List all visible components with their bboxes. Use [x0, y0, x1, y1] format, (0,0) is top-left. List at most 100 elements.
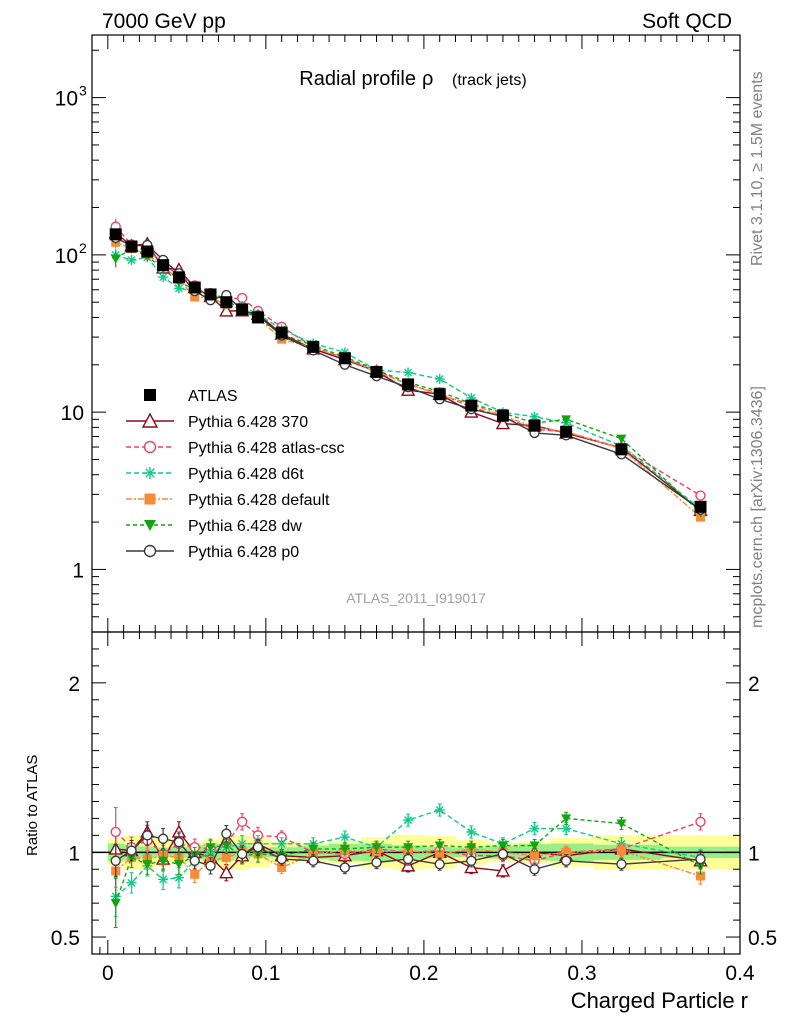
- ratio-point: [110, 855, 121, 866]
- legend-entry: Pythia 6.428 370: [126, 412, 308, 431]
- ratio-ylabel: Ratio to ATLAS: [24, 755, 41, 856]
- ratio-point: [236, 816, 248, 828]
- data-point: [561, 415, 572, 425]
- marker-stroke: [562, 824, 571, 833]
- atlas-point: [338, 352, 351, 365]
- marker-stroke: [530, 824, 539, 833]
- y-tick-label: 10: [55, 245, 78, 268]
- ratio-point: [308, 855, 319, 866]
- legend-label: Pythia 6.428 dw: [188, 518, 302, 535]
- ratio-y-tick-label: 1: [748, 842, 760, 865]
- legend-marker: [143, 440, 157, 454]
- ratio-line: [115, 820, 701, 862]
- atlas-point: [172, 271, 185, 284]
- ratio-y-tick-label: 2: [68, 673, 80, 696]
- marker-stroke: [127, 878, 136, 887]
- legend: ATLAS Pythia 6.428 370 Pythia 6.428 atlas-…: [126, 388, 345, 561]
- legend-marker: [144, 389, 156, 401]
- ratio-point: [495, 863, 511, 877]
- atlas-data: [109, 228, 707, 513]
- ratio-point: [190, 869, 200, 879]
- y-tick-exponent: 3: [79, 83, 87, 99]
- x-tick-label: 0.4: [725, 962, 755, 985]
- data-point: [695, 490, 706, 501]
- ratio-point: [308, 844, 319, 854]
- side-source-label: mcplots.cern.ch [arXiv:1306.3436]: [749, 386, 766, 628]
- analysis-id: ATLAS_2011_I919017: [346, 590, 486, 606]
- legend-label: ATLAS: [188, 388, 238, 405]
- ratio-point: [126, 845, 137, 856]
- ratio-point: [110, 826, 121, 838]
- marker-stroke: [174, 873, 183, 882]
- atlas-point: [370, 365, 383, 378]
- ratio-point: [466, 855, 477, 866]
- ratio-point: [529, 864, 540, 875]
- ratio-point: [371, 857, 382, 868]
- x-tick-label: 0.1: [251, 962, 280, 985]
- legend-marker: [144, 493, 156, 505]
- series-line: [115, 254, 701, 510]
- data-point: [110, 254, 121, 264]
- ratio-point: [530, 851, 540, 861]
- plot-title-symbol: ρ: [422, 68, 433, 90]
- series-line: [115, 247, 701, 514]
- ratio-point: [221, 841, 232, 851]
- ratio-point: [339, 844, 350, 854]
- atlas-point: [275, 326, 288, 339]
- atlas-point: [465, 399, 478, 412]
- data-point: [403, 367, 414, 378]
- ratio-point: [236, 848, 248, 860]
- ratio-point: [435, 849, 445, 859]
- ratio-point: [142, 860, 153, 870]
- ratio-y-tick-label: 0.5: [51, 927, 80, 950]
- ratio-point: [695, 816, 706, 828]
- ratio-point: [173, 836, 185, 848]
- ratio-point: [189, 855, 200, 866]
- atlas-point: [615, 443, 628, 456]
- data-point: [434, 373, 445, 384]
- x-axis-label: Charged Particle r: [571, 988, 748, 1013]
- ratio-point: [434, 841, 445, 851]
- ratio-point: [173, 872, 184, 883]
- x-tick-label: 0.2: [409, 962, 438, 985]
- ratio-point: [497, 848, 509, 860]
- atlas-point: [560, 425, 573, 438]
- ratio-point: [158, 856, 169, 866]
- ratio-line: [115, 848, 701, 877]
- legend-entry: ATLAS: [144, 388, 238, 405]
- ratio-series-5: [110, 824, 706, 878]
- ratio-point: [205, 843, 216, 853]
- atlas-point: [528, 419, 541, 432]
- plot-title-subtitle: (track jets): [452, 72, 527, 89]
- ratio-point: [276, 838, 287, 849]
- ratio-y-tick-label: 2: [748, 673, 760, 696]
- atlas-point: [204, 288, 217, 301]
- ratio-point: [695, 853, 706, 865]
- atlas-point: [125, 240, 138, 253]
- ratio-point: [529, 823, 540, 834]
- ratio-point: [110, 899, 121, 909]
- atlas-point: [402, 378, 415, 391]
- main-frame: [91, 34, 741, 633]
- marker-stroke: [340, 833, 349, 842]
- ratio-y-tick-label: 0.5: [748, 927, 777, 950]
- ratio-point: [173, 860, 184, 870]
- data-point: [190, 292, 200, 302]
- marker-stroke: [174, 284, 183, 293]
- ratio-point: [616, 858, 627, 870]
- ratio-point: [252, 842, 264, 853]
- x-tick-label: 0: [102, 962, 114, 985]
- ratio-point: [339, 862, 351, 873]
- ratio-point: [529, 841, 540, 851]
- series-line: [115, 226, 701, 497]
- atlas-point: [236, 303, 249, 316]
- ratio-point: [560, 855, 572, 866]
- legend-entry: Pythia 6.428 atlas-csc: [126, 440, 345, 457]
- legend-label: Pythia 6.428 p0: [188, 544, 299, 561]
- ratio-plot: 0.5 0.5 1 1 2 2 Ratio to ATLAS: [24, 631, 777, 955]
- atlas-point: [307, 340, 320, 353]
- data-point: [219, 303, 234, 317]
- marker-stroke: [404, 368, 413, 377]
